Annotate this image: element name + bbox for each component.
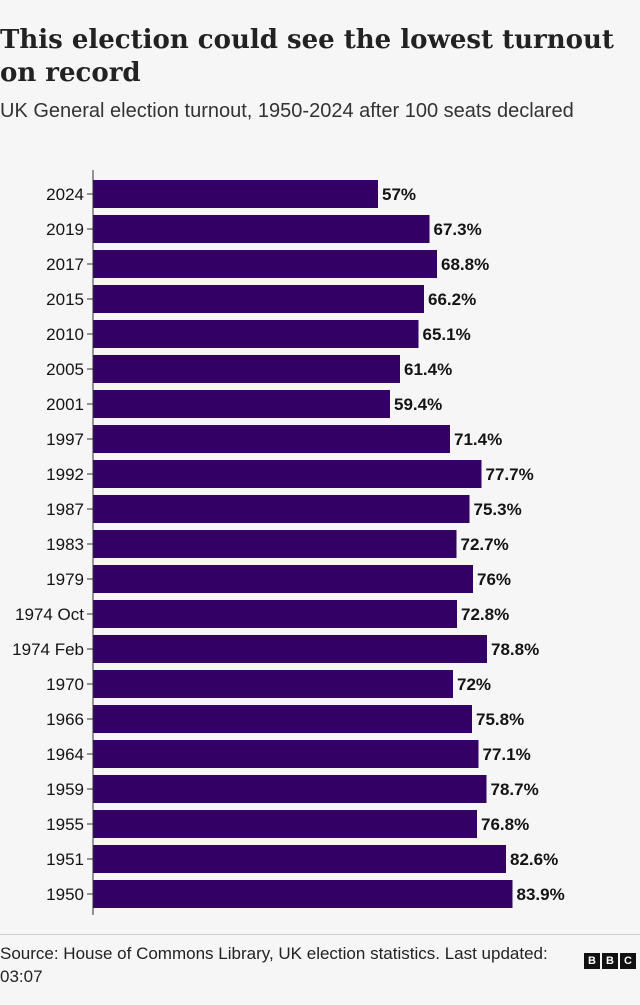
value-label: 77.7%	[486, 465, 534, 484]
bar	[93, 740, 479, 768]
bbc-logo-letter: B	[584, 953, 600, 969]
category-label: 2001	[46, 395, 84, 414]
value-label: 72.8%	[461, 605, 509, 624]
bar-chart: 2024 57% 2019 67.3% 2017 68.8% 2015 66.2% 2010 65…	[12, 170, 565, 915]
source-note: Source: House of Commons Library, UK ele…	[0, 944, 548, 986]
bar	[93, 705, 472, 733]
category-label: 1955	[46, 815, 84, 834]
category-label: 1951	[46, 850, 84, 869]
value-label: 78.7%	[491, 780, 539, 799]
bar	[93, 320, 419, 348]
value-label: 78.8%	[491, 640, 539, 659]
bar	[93, 180, 378, 208]
category-label: 2019	[46, 220, 84, 239]
value-label: 68.8%	[441, 255, 489, 274]
bar	[93, 670, 453, 698]
bar	[93, 775, 487, 803]
chart-title: This election could see the lowest turno…	[0, 25, 614, 88]
value-label: 65.1%	[423, 325, 471, 344]
bar	[93, 845, 506, 873]
category-label: 1970	[46, 675, 84, 694]
bar	[93, 460, 482, 488]
bar	[93, 355, 400, 383]
value-label: 75.8%	[476, 710, 524, 729]
value-label: 57%	[382, 185, 416, 204]
value-label: 77.1%	[483, 745, 531, 764]
category-label: 1974 Oct	[15, 605, 84, 624]
bar	[93, 250, 437, 278]
bar	[93, 565, 473, 593]
bar	[93, 215, 430, 243]
bbc-logo: B B C	[584, 953, 636, 969]
bar	[93, 285, 424, 313]
value-label: 82.6%	[510, 850, 558, 869]
value-label: 76.8%	[481, 815, 529, 834]
value-label: 83.9%	[517, 885, 565, 904]
category-label: 1950	[46, 885, 84, 904]
value-label: 71.4%	[454, 430, 502, 449]
value-label: 61.4%	[404, 360, 452, 379]
bar	[93, 425, 450, 453]
value-label: 59.4%	[394, 395, 442, 414]
category-label: 2024	[46, 185, 84, 204]
value-label: 76%	[477, 570, 511, 589]
bar	[93, 495, 470, 523]
bbc-logo-letter: B	[602, 953, 618, 969]
category-label: 1974 Feb	[12, 640, 84, 659]
category-label: 1964	[46, 745, 84, 764]
bar	[93, 880, 513, 908]
bar	[93, 390, 390, 418]
bar	[93, 530, 457, 558]
category-label: 2005	[46, 360, 84, 379]
category-label: 1979	[46, 570, 84, 589]
category-label: 1987	[46, 500, 84, 519]
value-label: 72%	[457, 675, 491, 694]
category-label: 1966	[46, 710, 84, 729]
category-label: 2015	[46, 290, 84, 309]
category-label: 2010	[46, 325, 84, 344]
bbc-logo-letter: C	[620, 953, 636, 969]
bar	[93, 635, 487, 663]
value-label: 66.2%	[428, 290, 476, 309]
category-label: 2017	[46, 255, 84, 274]
value-label: 75.3%	[474, 500, 522, 519]
category-label: 1997	[46, 430, 84, 449]
value-label: 67.3%	[434, 220, 482, 239]
category-label: 1983	[46, 535, 84, 554]
category-label: 1992	[46, 465, 84, 484]
category-label: 1959	[46, 780, 84, 799]
bar	[93, 600, 457, 628]
bar	[93, 810, 477, 838]
footer-divider	[0, 934, 640, 935]
chart-subtitle: UK General election turnout, 1950-2024 a…	[0, 100, 574, 122]
value-label: 72.7%	[461, 535, 509, 554]
